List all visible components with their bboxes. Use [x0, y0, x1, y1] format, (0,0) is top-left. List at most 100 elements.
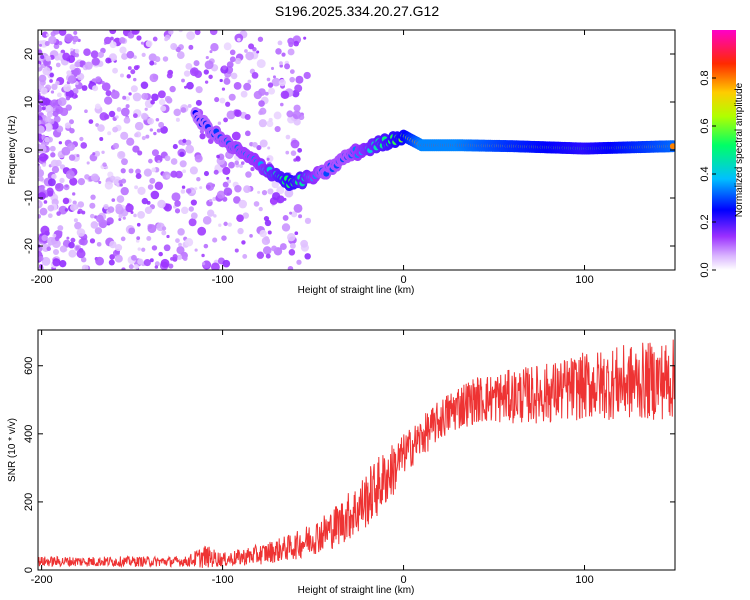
spectrogram-noise-cell	[273, 111, 282, 120]
spectrogram-noise-cell	[234, 248, 239, 253]
spectrogram-noise-cell	[137, 150, 143, 156]
spectrogram-noise-cell	[231, 131, 241, 141]
spectrogram-noise-cell	[242, 212, 249, 219]
spectrogram-noise-cell	[68, 154, 76, 161]
spectrogram-noise-cell	[237, 227, 244, 235]
spectrogram-noise-cell	[161, 226, 167, 231]
snr-y-label: SNR (10 * v/v)	[7, 418, 18, 482]
spectrogram-noise-cell	[243, 82, 252, 91]
spectrogram-noise-cell	[44, 40, 50, 47]
spectrogram-noise-cell	[180, 107, 187, 113]
spectrogram-noise-cell	[287, 265, 294, 270]
spectrogram-noise-cell	[120, 73, 124, 78]
spectrogram-noise-cell	[193, 60, 200, 67]
spectrogram-noise-cell	[197, 226, 207, 236]
spectrogram-noise-cell	[40, 54, 45, 60]
spectrogram-noise-cell	[89, 238, 96, 244]
spectrogram-noise-cell	[122, 216, 126, 220]
spectrogram-noise-cell	[236, 37, 241, 42]
spectrogram-noise-cell	[133, 264, 139, 270]
spectrogram-noise-cell	[287, 115, 295, 124]
spectrogram-noise-cell	[164, 155, 171, 162]
spectrogram-noise-cell	[281, 52, 286, 57]
spectrogram-noise-cell	[179, 160, 187, 168]
spectrogram-noise-cell	[195, 86, 203, 94]
spectrogram-noise-cell	[119, 37, 126, 44]
spectrogram-noise-cell	[149, 60, 155, 66]
spectrogram-noise-cell	[172, 44, 178, 49]
spectrogram-noise-cell	[249, 234, 253, 238]
spectrogram-noise-cell	[297, 147, 303, 153]
spectrogram-noise-cell	[140, 112, 148, 120]
spectrogram-noise-cell	[120, 168, 126, 174]
spectrogram-noise-cell	[128, 227, 136, 235]
spectrogram-noise-cell	[81, 264, 89, 270]
spectrogram-noise-cell	[120, 186, 129, 196]
spectrogram-noise-cell	[248, 43, 255, 50]
spectrogram-noise-cell	[175, 170, 183, 179]
spectrogram-noise-cell	[205, 55, 209, 60]
spectrogram-noise-cell	[290, 150, 297, 156]
spectrogram-noise-cell	[271, 66, 275, 70]
spectrogram-noise-cell	[55, 62, 61, 68]
spectrogram-noise-cell	[97, 124, 105, 132]
colorbar-tick-label: 0.0	[699, 262, 711, 277]
spectrogram-noise-cell	[266, 157, 270, 161]
spectrogram-noise-cell	[116, 107, 122, 112]
spectrogram-noise-cell	[38, 214, 42, 219]
spectrogram-noise-cell	[226, 176, 230, 180]
spectrogram-noise-cell	[154, 154, 163, 164]
spectrogram-noise-cell	[65, 96, 71, 101]
spectrogram-noise-cell	[175, 117, 180, 122]
colorbar-tick-label: 0.6	[699, 118, 711, 133]
spectrogram-noise-cell	[162, 56, 169, 62]
spectrogram-noise-cell	[289, 242, 296, 249]
spectrogram-noise-cell	[174, 200, 181, 207]
spectrogram-noise-cell	[234, 57, 242, 65]
spectrogram-noise-cell	[245, 51, 255, 61]
spectrogram-noise-cell	[151, 245, 158, 251]
spectrogram-noise-cell	[80, 256, 87, 263]
spectrogram-noise-cell	[112, 142, 120, 150]
spectrogram-noise-cell	[282, 214, 289, 221]
spectrogram-x-tick-label: 100	[575, 274, 593, 286]
spectrogram-noise-cell	[131, 30, 140, 35]
spectrogram-noise-cell	[134, 132, 139, 138]
spectrogram-noise-cell	[250, 167, 255, 172]
spectrogram-noise-cell	[151, 149, 159, 157]
spectrogram-noise-cell	[295, 156, 301, 162]
spectrogram-noise-cell	[141, 197, 149, 205]
spectrogram-noise-cell	[109, 30, 117, 35]
spectrogram-noise-cell	[99, 137, 104, 142]
spectrogram-noise-cell	[110, 90, 120, 100]
spectrogram-noise-cell	[212, 237, 218, 243]
spectrogram-noise-cell	[62, 52, 71, 61]
spectrogram-noise-cell	[38, 200, 43, 209]
spectrogram-noise-cell	[109, 41, 117, 49]
spectrogram-noise-cell	[293, 203, 303, 213]
spectrogram-noise-cell	[164, 37, 169, 42]
spectrogram-noise-cell	[58, 141, 63, 145]
spectrogram-noise-cell	[286, 110, 294, 118]
spectrogram-noise-cell	[38, 63, 41, 68]
spectrogram-noise-cell	[38, 120, 42, 125]
spectrogram-noise-cell	[103, 36, 112, 45]
spectrogram-noise-cell	[219, 97, 226, 104]
spectrogram-noise-cell	[151, 93, 159, 102]
spectrogram-signal-cell	[669, 143, 675, 150]
spectrogram-noise-cell	[126, 50, 135, 59]
spectrogram-noise-cell	[222, 65, 227, 70]
spectrogram-noise-cell	[264, 91, 269, 96]
snr-x-tick-label: 100	[575, 574, 593, 586]
spectrogram-noise-cell	[287, 233, 296, 242]
spectrogram-noise-cell	[223, 221, 228, 227]
spectrogram-noise-cell	[92, 152, 96, 156]
spectrogram-noise-cell	[158, 98, 166, 106]
spectrogram-noise-cell	[226, 61, 234, 69]
spectrogram-noise-cell	[77, 177, 86, 186]
snr-y-ticks: 0 200 400 600	[23, 357, 675, 573]
snr-x-tick-label: -100	[212, 574, 234, 586]
spectrogram-noise-cell	[202, 216, 212, 225]
spectrogram-noise-cell	[276, 186, 285, 195]
